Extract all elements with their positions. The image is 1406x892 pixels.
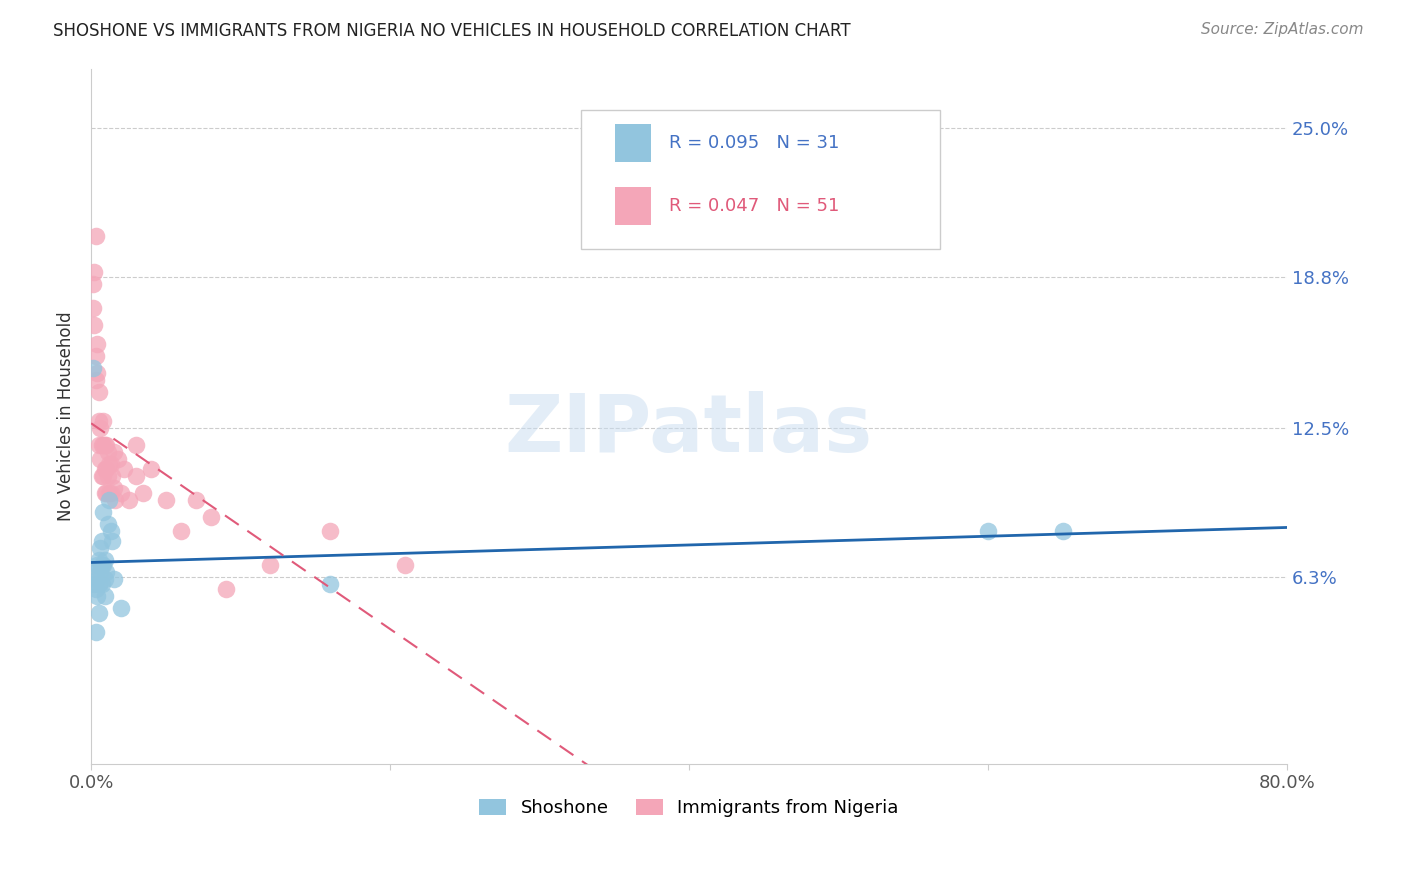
Point <box>90 469 112 483</box>
Point <box>100 524 122 539</box>
Point <box>101 469 124 483</box>
Point <box>110 601 132 615</box>
Point <box>87 414 110 428</box>
Point <box>155 493 177 508</box>
Point <box>91 505 114 519</box>
Point <box>84 373 107 387</box>
FancyBboxPatch shape <box>614 124 651 162</box>
Point <box>319 524 342 539</box>
Point <box>103 572 125 586</box>
Y-axis label: No Vehicles in Household: No Vehicles in Household <box>58 311 75 521</box>
Point <box>132 486 155 500</box>
Point <box>117 493 139 508</box>
Point <box>93 438 115 452</box>
Point <box>394 558 416 572</box>
FancyBboxPatch shape <box>581 111 941 249</box>
Point <box>97 469 120 483</box>
Point <box>107 452 129 467</box>
Point <box>93 572 115 586</box>
Point <box>93 462 115 476</box>
Point <box>86 572 108 586</box>
Point <box>112 462 135 476</box>
Point <box>83 318 105 332</box>
Point <box>91 558 114 572</box>
Point <box>86 337 108 351</box>
Point <box>89 565 111 579</box>
Point <box>83 265 105 279</box>
Point <box>91 438 114 452</box>
Point <box>82 301 104 316</box>
Point <box>82 361 104 376</box>
Point <box>94 438 117 452</box>
Point <box>98 486 121 500</box>
Point <box>87 438 110 452</box>
Point <box>87 553 110 567</box>
Point <box>1052 524 1074 539</box>
Point <box>86 589 108 603</box>
Point <box>90 533 112 548</box>
FancyBboxPatch shape <box>614 186 651 225</box>
Point <box>84 624 107 639</box>
Point <box>89 452 111 467</box>
Text: R = 0.095   N = 31: R = 0.095 N = 31 <box>669 135 839 153</box>
Point <box>98 457 121 471</box>
Point <box>100 486 122 500</box>
Point <box>104 493 127 508</box>
Point <box>319 577 342 591</box>
Point <box>87 577 110 591</box>
Point <box>214 582 236 596</box>
Point <box>91 414 114 428</box>
Point <box>93 589 115 603</box>
Point <box>103 445 125 459</box>
Point <box>94 462 117 476</box>
Point <box>84 582 107 596</box>
Point <box>139 462 162 476</box>
Point <box>94 565 117 579</box>
Point <box>91 469 114 483</box>
Point <box>170 524 193 539</box>
Point <box>86 558 108 572</box>
Point <box>100 457 122 471</box>
Point <box>90 558 112 572</box>
Point <box>82 277 104 292</box>
Point <box>83 565 105 579</box>
Point <box>184 493 207 508</box>
Point <box>89 421 111 435</box>
Point <box>93 486 115 500</box>
Point <box>977 524 1000 539</box>
Text: SHOSHONE VS IMMIGRANTS FROM NIGERIA NO VEHICLES IN HOUSEHOLD CORRELATION CHART: SHOSHONE VS IMMIGRANTS FROM NIGERIA NO V… <box>53 22 851 40</box>
Point <box>259 558 281 572</box>
Point <box>125 469 148 483</box>
Point <box>110 486 132 500</box>
Point <box>90 577 112 591</box>
Point <box>84 229 107 244</box>
Point <box>89 541 111 555</box>
Point <box>83 577 105 591</box>
Point <box>97 517 120 532</box>
Point <box>93 553 115 567</box>
Point <box>94 486 117 500</box>
Point <box>84 349 107 363</box>
Point <box>87 606 110 620</box>
Point <box>125 438 148 452</box>
Point <box>101 533 124 548</box>
Text: Source: ZipAtlas.com: Source: ZipAtlas.com <box>1201 22 1364 37</box>
Point <box>90 438 112 452</box>
Point <box>86 366 108 380</box>
Point <box>97 445 120 459</box>
Point <box>103 481 125 495</box>
Legend: Shoshone, Immigrants from Nigeria: Shoshone, Immigrants from Nigeria <box>472 791 905 824</box>
Point <box>200 509 222 524</box>
Text: R = 0.047   N = 51: R = 0.047 N = 51 <box>669 197 839 215</box>
Point <box>98 493 121 508</box>
Point <box>87 385 110 400</box>
Text: ZIPatlas: ZIPatlas <box>505 391 873 469</box>
